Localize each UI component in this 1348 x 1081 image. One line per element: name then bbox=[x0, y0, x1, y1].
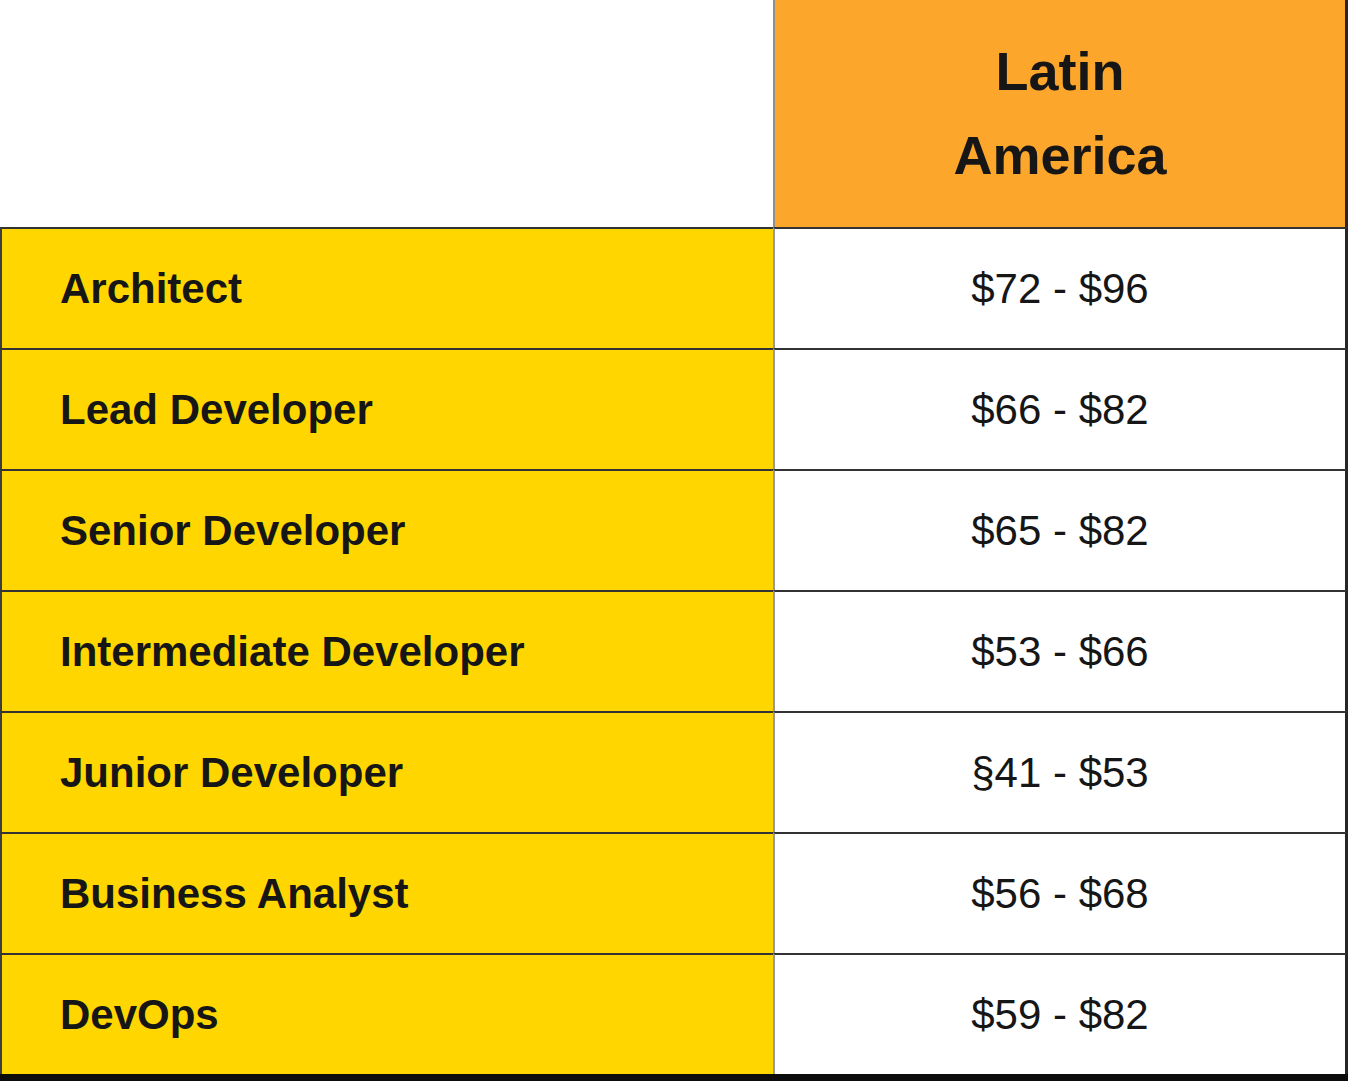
rate-value: $65 - $82 bbox=[971, 507, 1148, 555]
region-header-label: Latin America bbox=[910, 30, 1210, 196]
rate-value: $72 - $96 bbox=[971, 265, 1148, 313]
role-label: Architect bbox=[60, 265, 242, 313]
rate-value: $66 - $82 bbox=[971, 386, 1148, 434]
table-row-role-architect: Architect bbox=[0, 227, 773, 348]
role-label: Senior Developer bbox=[60, 507, 405, 555]
table-row-role-intermediate-developer: Intermediate Developer bbox=[0, 590, 773, 711]
table-row-role-devops: DevOps bbox=[0, 953, 773, 1074]
rates-table: Latin America Architect $72 - $96 Lead D… bbox=[0, 0, 1348, 1081]
rate-value: $56 - $68 bbox=[971, 870, 1148, 918]
role-label: Business Analyst bbox=[60, 870, 409, 918]
table-row-role-business-analyst: Business Analyst bbox=[0, 832, 773, 953]
rate-value: §41 - $53 bbox=[971, 749, 1148, 797]
table-row-rate-junior-developer: §41 - $53 bbox=[773, 711, 1348, 832]
table-row-role-lead-developer: Lead Developer bbox=[0, 348, 773, 469]
table-row-rate-senior-developer: $65 - $82 bbox=[773, 469, 1348, 590]
table-row-rate-architect: $72 - $96 bbox=[773, 227, 1348, 348]
rate-value: $53 - $66 bbox=[971, 628, 1148, 676]
table-row-role-senior-developer: Senior Developer bbox=[0, 469, 773, 590]
bottom-border-bar bbox=[0, 1074, 1348, 1081]
table-row-rate-devops: $59 - $82 bbox=[773, 953, 1348, 1074]
role-label: Junior Developer bbox=[60, 749, 403, 797]
table-row-role-junior-developer: Junior Developer bbox=[0, 711, 773, 832]
table-row-rate-intermediate-developer: $53 - $66 bbox=[773, 590, 1348, 711]
rate-value: $59 - $82 bbox=[971, 991, 1148, 1039]
role-label: Intermediate Developer bbox=[60, 628, 525, 676]
role-label: DevOps bbox=[60, 991, 219, 1039]
region-header-cell: Latin America bbox=[773, 0, 1348, 227]
role-label: Lead Developer bbox=[60, 386, 373, 434]
table-row-rate-lead-developer: $66 - $82 bbox=[773, 348, 1348, 469]
table-row-rate-business-analyst: $56 - $68 bbox=[773, 832, 1348, 953]
empty-corner-cell bbox=[0, 0, 773, 227]
